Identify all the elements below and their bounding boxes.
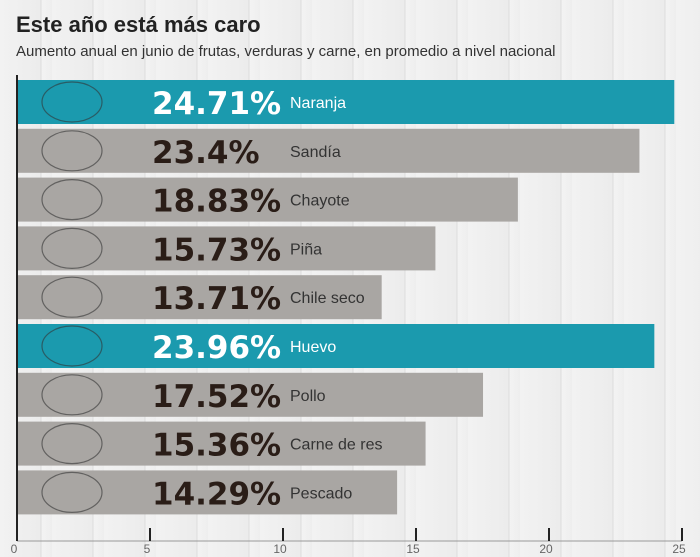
food-illustration-icon	[41, 130, 103, 172]
bar-value-label: 15.73%	[152, 232, 281, 268]
x-tick-label: 10	[273, 542, 287, 556]
bar-value-label: 24.71%	[152, 86, 281, 122]
bar-value-label: 14.29%	[152, 476, 281, 512]
food-illustration-icon	[41, 81, 103, 123]
bar	[17, 324, 655, 368]
bar-category-label: Sandía	[290, 144, 341, 161]
bar	[17, 128, 640, 173]
bar-value-label: 13.71%	[152, 281, 281, 317]
bar-category-label: Carne de res	[290, 437, 383, 454]
x-tick-label: 15	[406, 542, 420, 556]
food-illustration-icon	[41, 325, 103, 367]
food-illustration-icon	[41, 179, 103, 221]
x-tick-label: 0	[11, 542, 18, 556]
bar-category-label: Piña	[290, 241, 322, 258]
food-illustration-icon	[41, 276, 103, 318]
bar-value-label: 15.36%	[152, 428, 281, 464]
bar-category-label: Chile seco	[290, 290, 365, 307]
x-tick-label: 20	[539, 542, 553, 556]
food-illustration-icon	[41, 423, 103, 465]
bar	[17, 80, 675, 124]
bar-category-label: Huevo	[290, 339, 336, 356]
bar-category-label: Naranja	[290, 95, 346, 112]
chart-subtitle: Aumento anual en junio de frutas, verdur…	[16, 43, 556, 60]
bar	[17, 470, 398, 515]
bar-category-label: Pescado	[290, 485, 352, 502]
food-illustration-icon	[41, 227, 103, 269]
bar-value-label: 18.83%	[152, 184, 281, 220]
bar-category-label: Chayote	[290, 193, 350, 210]
bar	[17, 372, 484, 417]
bar	[17, 421, 426, 466]
x-tick-label: 5	[144, 542, 151, 556]
bar	[17, 177, 518, 222]
food-illustration-icon	[41, 471, 103, 513]
food-illustration-icon	[41, 374, 103, 416]
bar-category-label: Pollo	[290, 388, 326, 405]
x-tick-label: 25	[672, 542, 686, 556]
chart-title: Este año está más caro	[16, 12, 261, 37]
bar	[17, 275, 382, 320]
bar	[17, 226, 436, 271]
bar-value-label: 23.96%	[152, 330, 281, 366]
bar-value-label: 23.4%	[152, 135, 260, 171]
bar-value-label: 17.52%	[152, 379, 281, 415]
